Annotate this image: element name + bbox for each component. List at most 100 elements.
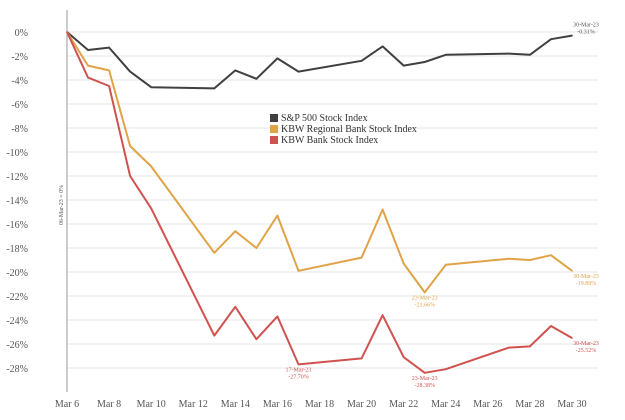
data-point xyxy=(108,69,110,72)
legend-entry: KBW Regional Bank Stock Index xyxy=(281,124,417,135)
legend-entry: KBW Bank Stock Index xyxy=(281,135,378,146)
data-point xyxy=(297,70,300,73)
annotation-label: -28.38% xyxy=(414,383,435,389)
data-point xyxy=(381,208,384,211)
axes: 0% -2% -4% -6% -8% -10% -12% -14% -16% -18% -20% -2… xyxy=(6,10,587,410)
data-point xyxy=(423,61,426,63)
annotation-label: 23-Mar-23 xyxy=(412,295,438,301)
y-tick-label: -26% xyxy=(6,340,28,351)
y-tick-label: -20% xyxy=(6,268,28,279)
data-point xyxy=(529,54,531,56)
annotation-label: -25.52% xyxy=(576,348,597,354)
data-point xyxy=(381,314,384,317)
y-tick-label: -18% xyxy=(6,244,28,255)
data-point xyxy=(276,57,279,60)
legend-swatch xyxy=(270,136,278,144)
data-point xyxy=(571,34,573,37)
data-point xyxy=(150,207,152,210)
annotations: 30-Mar-23-0.31%23-Mar-23-21.66%30-Mar-23… xyxy=(286,23,599,389)
data-point xyxy=(150,86,152,88)
data-point xyxy=(129,70,131,73)
x-tick-label: Mar 30 xyxy=(557,399,586,410)
data-point xyxy=(360,357,363,360)
x-tick-label: Mar 20 xyxy=(347,399,376,410)
annotation-label: -0.31% xyxy=(577,30,595,36)
x-tick-label: Mar 12 xyxy=(179,399,208,410)
data-point xyxy=(444,368,447,371)
data-point xyxy=(87,64,89,67)
data-point xyxy=(129,145,131,147)
data-point xyxy=(150,165,152,168)
data-point xyxy=(297,270,300,272)
data-point xyxy=(444,54,447,56)
x-tick-label: Mar 24 xyxy=(431,399,460,410)
data-point xyxy=(234,230,237,232)
data-point xyxy=(508,346,510,349)
data-point xyxy=(402,64,405,67)
y-tick-label: -10% xyxy=(6,148,28,159)
grid xyxy=(67,31,598,369)
annotation-label: 30-Mar-23 xyxy=(573,341,599,347)
data-point xyxy=(87,76,89,79)
x-tick-label: Mar 28 xyxy=(515,399,544,410)
annotation-label: 30-Mar-23 xyxy=(573,23,599,29)
data-point xyxy=(508,52,510,55)
annotation-label: -27.70% xyxy=(288,374,309,380)
data-point xyxy=(444,264,447,266)
data-point xyxy=(529,259,531,261)
legend-swatch xyxy=(270,125,278,133)
data-point xyxy=(213,334,216,337)
data-point xyxy=(571,270,573,272)
annotation-label: 30-Mar-23 xyxy=(573,274,599,280)
legend-swatch xyxy=(270,114,278,122)
data-point xyxy=(255,338,258,341)
x-tick-label: Mar 8 xyxy=(97,399,121,410)
annotation-label: -21.66% xyxy=(414,302,435,308)
y-tick-label: -12% xyxy=(6,172,28,183)
y-tick-label: -4% xyxy=(11,76,28,87)
series-line-1 xyxy=(66,31,573,294)
data-point xyxy=(234,306,237,308)
y-tick-label: -28% xyxy=(6,364,28,375)
series-line-2 xyxy=(66,31,573,374)
data-point xyxy=(213,87,216,90)
data-point xyxy=(423,372,426,374)
data-point xyxy=(360,256,363,259)
y-tick-label: -8% xyxy=(11,124,28,135)
data-point xyxy=(508,258,510,260)
data-point xyxy=(129,175,131,177)
data-point xyxy=(87,49,89,51)
data-point xyxy=(423,291,426,294)
data-point xyxy=(297,363,300,366)
data-point xyxy=(529,345,531,348)
data-point xyxy=(571,337,573,339)
x-tick-label: Mar 14 xyxy=(221,399,250,410)
data-point xyxy=(550,325,552,327)
x-tick-label: Mar 16 xyxy=(263,399,292,410)
data-point xyxy=(276,315,279,318)
annotation-label: -19.89% xyxy=(576,281,597,287)
x-tick-label: Mar 26 xyxy=(473,399,502,410)
y-tick-label: -16% xyxy=(6,220,28,231)
y-tick-label: -14% xyxy=(6,196,28,207)
legend-entry: S&P 500 Stock Index xyxy=(281,113,368,124)
x-tick-label: Mar 22 xyxy=(389,399,418,410)
y-tick-label: -6% xyxy=(11,100,28,111)
y-tick-label: -2% xyxy=(11,52,28,63)
y-tick-label: -22% xyxy=(6,292,28,303)
data-point xyxy=(550,254,552,256)
data-point xyxy=(255,247,258,249)
x-tick-label: Mar 6 xyxy=(55,399,79,410)
x-tick-label: Mar 18 xyxy=(305,399,334,410)
data-point xyxy=(550,38,552,40)
data-point xyxy=(108,85,110,87)
data-point xyxy=(234,69,237,72)
data-point xyxy=(402,356,405,359)
baseline-label: 06-Mar-23 = 0% xyxy=(59,185,65,225)
data-point xyxy=(108,46,110,49)
series-lines xyxy=(66,31,573,374)
data-point xyxy=(66,31,68,33)
data-point xyxy=(360,60,363,62)
data-point xyxy=(255,78,258,80)
